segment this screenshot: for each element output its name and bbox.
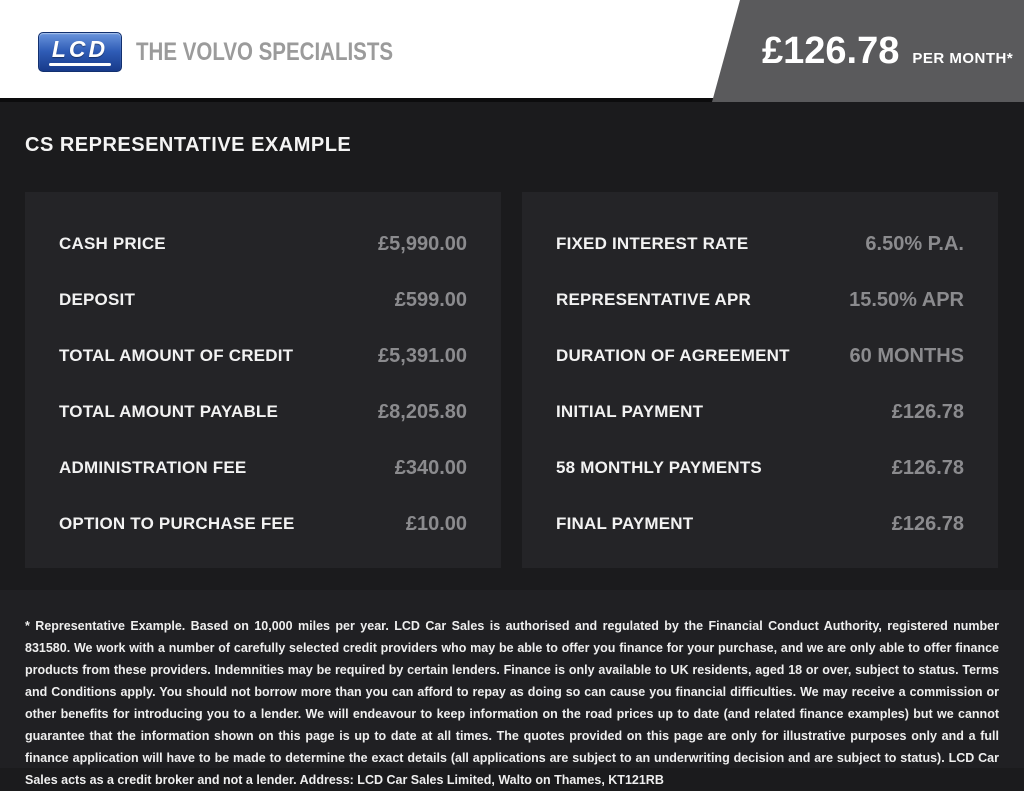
finance-row-deposit: DEPOSIT £599.00 bbox=[59, 272, 467, 328]
finance-label: 58 MONTHLY PAYMENTS bbox=[556, 458, 762, 477]
finance-value: 6.50% P.A. bbox=[865, 232, 964, 255]
lcd-logo-badge: LCD bbox=[38, 32, 122, 72]
finance-value: £5,391.00 bbox=[378, 344, 467, 367]
header: LCD THE VOLVO SPECIALISTS £126.78 PER MO… bbox=[0, 0, 1024, 102]
finance-label: INITIAL PAYMENT bbox=[556, 402, 704, 421]
monthly-price: £126.78 PER MONTH* bbox=[762, 30, 1013, 73]
finance-value: £599.00 bbox=[394, 288, 467, 311]
finance-value: £5,990.00 bbox=[378, 232, 467, 255]
finance-row-fixed-interest-rate: FIXED INTEREST RATE 6.50% P.A. bbox=[556, 216, 964, 272]
finance-row-cash-price: CASH PRICE £5,990.00 bbox=[59, 216, 467, 272]
finance-value: £126.78 bbox=[891, 512, 964, 535]
finance-row-duration: DURATION OF AGREEMENT 60 MONTHS bbox=[556, 328, 964, 384]
finance-label: FINAL PAYMENT bbox=[556, 514, 694, 533]
finance-row-monthly-payments: 58 MONTHLY PAYMENTS £126.78 bbox=[556, 440, 964, 496]
finance-label: FIXED INTEREST RATE bbox=[556, 234, 749, 253]
finance-value: £10.00 bbox=[405, 512, 467, 535]
finance-value: £126.78 bbox=[891, 400, 964, 423]
finance-label: REPRESENTATIVE APR bbox=[556, 290, 752, 309]
finance-row-representative-apr: REPRESENTATIVE APR 15.50% APR bbox=[556, 272, 964, 328]
finance-value: 60 MONTHS bbox=[849, 344, 964, 367]
finance-value: £340.00 bbox=[394, 456, 467, 479]
monthly-price-period: PER MONTH* bbox=[912, 49, 1014, 67]
logo-tagline: THE VOLVO SPECIALISTS bbox=[136, 37, 394, 66]
disclaimer-text: * Representative Example. Based on 10,00… bbox=[25, 619, 999, 787]
finance-label: ADMINISTRATION FEE bbox=[59, 458, 247, 477]
monthly-price-band: £126.78 PER MONTH* bbox=[712, 0, 1024, 102]
finance-panel-left: CASH PRICE £5,990.00 DEPOSIT £599.00 TOT… bbox=[25, 192, 501, 568]
finance-label: TOTAL AMOUNT PAYABLE bbox=[59, 402, 279, 421]
finance-label: TOTAL AMOUNT OF CREDIT bbox=[59, 346, 294, 365]
finance-row-admin-fee: ADMINISTRATION FEE £340.00 bbox=[59, 440, 467, 496]
page-title: CS REPRESENTATIVE EXAMPLE bbox=[25, 134, 352, 156]
finance-row-final-payment: FINAL PAYMENT £126.78 bbox=[556, 496, 964, 552]
finance-label: DEPOSIT bbox=[59, 290, 136, 309]
finance-row-total-payable: TOTAL AMOUNT PAYABLE £8,205.80 bbox=[59, 384, 467, 440]
finance-row-total-credit: TOTAL AMOUNT OF CREDIT £5,391.00 bbox=[59, 328, 467, 384]
monthly-price-amount: £126.78 bbox=[762, 29, 900, 72]
finance-label: OPTION TO PURCHASE FEE bbox=[59, 514, 295, 533]
finance-value: £126.78 bbox=[891, 456, 964, 479]
finance-row-initial-payment: INITIAL PAYMENT £126.78 bbox=[556, 384, 964, 440]
finance-panel-right: FIXED INTEREST RATE 6.50% P.A. REPRESENT… bbox=[522, 192, 998, 568]
finance-label: CASH PRICE bbox=[59, 234, 166, 253]
finance-label: DURATION OF AGREEMENT bbox=[556, 346, 790, 365]
lcd-logo: LCD THE VOLVO SPECIALISTS bbox=[38, 32, 449, 72]
finance-value: £8,205.80 bbox=[378, 400, 467, 423]
finance-row-option-to-purchase-fee: OPTION TO PURCHASE FEE £10.00 bbox=[59, 496, 467, 552]
finance-value: 15.50% APR bbox=[849, 288, 964, 311]
lcd-logo-text: LCD bbox=[51, 36, 109, 62]
lcd-logo-underline bbox=[49, 63, 111, 66]
footer: * Representative Example. Based on 10,00… bbox=[0, 590, 1024, 787]
